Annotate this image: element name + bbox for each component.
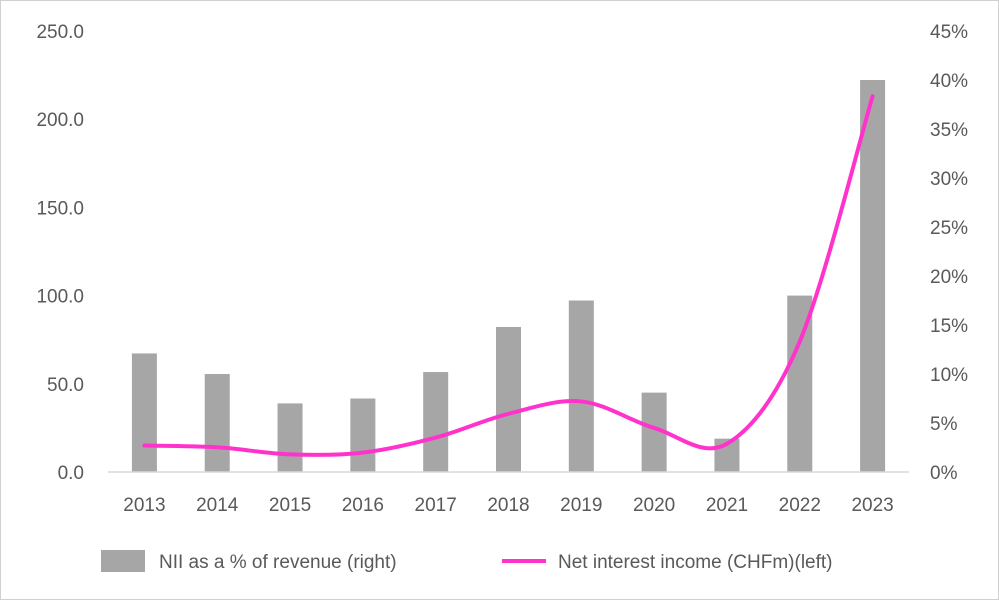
x-tick-label: 2023 bbox=[851, 495, 893, 516]
right-tick-label: 35% bbox=[930, 120, 968, 141]
x-axis-tick-labels: 2013 2014 2015 2016 2017 2018 2019 2020 2021 2022… bbox=[123, 495, 893, 516]
right-tick-label: 30% bbox=[930, 169, 968, 190]
left-tick-label: 150.0 bbox=[36, 198, 84, 219]
bar-2013 bbox=[131, 353, 157, 472]
bar-2017 bbox=[423, 372, 449, 472]
right-tick-label: 25% bbox=[930, 218, 968, 239]
x-tick-label: 2015 bbox=[269, 495, 311, 516]
x-tick-label: 2020 bbox=[633, 495, 675, 516]
bar-2014 bbox=[204, 374, 230, 472]
net-interest-income-line bbox=[142, 94, 875, 457]
bar-2015 bbox=[277, 403, 303, 472]
bar-2016 bbox=[350, 398, 376, 472]
bar-series bbox=[131, 80, 886, 472]
x-tick-label: 2021 bbox=[706, 495, 748, 516]
legend: NII as a % of revenue (right) Net intere… bbox=[101, 550, 833, 573]
right-tick-label: 5% bbox=[930, 414, 958, 435]
right-tick-label: 45% bbox=[930, 22, 968, 43]
legend-label-bar: NII as a % of revenue (right) bbox=[159, 552, 397, 573]
left-tick-label: 50.0 bbox=[47, 375, 84, 396]
right-tick-label: 10% bbox=[930, 365, 968, 386]
legend-label-line: Net interest income (CHFm)(left) bbox=[558, 552, 833, 573]
right-tick-label: 0% bbox=[930, 463, 958, 484]
x-tick-label: 2017 bbox=[415, 495, 457, 516]
bar-2019 bbox=[568, 300, 594, 472]
legend-swatch-bar bbox=[101, 550, 145, 572]
bar-2018 bbox=[496, 326, 521, 472]
bar-2023 bbox=[860, 80, 886, 472]
right-tick-label: 20% bbox=[930, 267, 968, 288]
left-tick-label: 0.0 bbox=[58, 463, 84, 484]
line-series bbox=[142, 94, 875, 457]
x-tick-label: 2014 bbox=[196, 495, 239, 516]
left-axis-tick-labels: 0.0 50.0 100.0 150.0 200.0 250.0 bbox=[36, 22, 84, 484]
x-tick-label: 2018 bbox=[487, 495, 529, 516]
x-tick-label: 2016 bbox=[342, 495, 384, 516]
x-tick-label: 2013 bbox=[123, 495, 165, 516]
right-tick-label: 40% bbox=[930, 71, 968, 92]
x-tick-label: 2022 bbox=[779, 495, 821, 516]
x-tick-label: 2019 bbox=[560, 495, 602, 516]
left-tick-label: 100.0 bbox=[36, 287, 84, 308]
left-tick-label: 200.0 bbox=[36, 110, 84, 131]
left-tick-label: 250.0 bbox=[36, 22, 84, 43]
right-tick-label: 15% bbox=[930, 316, 968, 337]
right-axis-tick-labels: 0% 5% 10% 15% 20% 25% 30% 35% 40% 45% bbox=[930, 22, 968, 484]
